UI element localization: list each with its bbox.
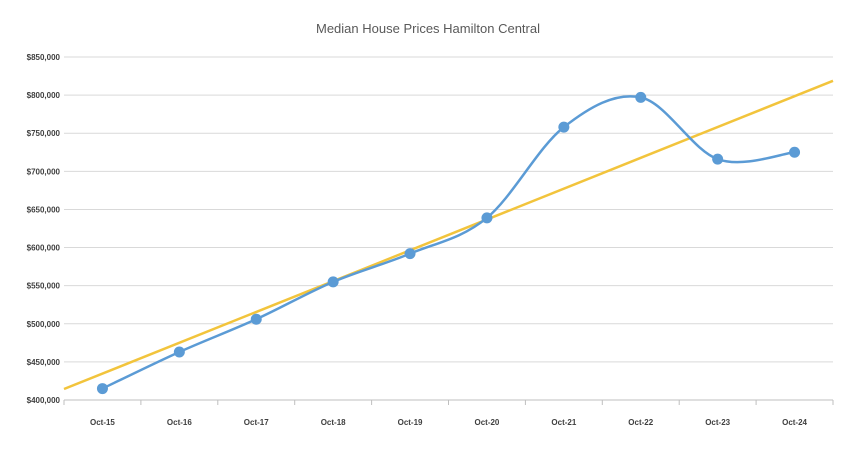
y-tick-label: $800,000 [27,91,61,100]
x-tick-label: Oct-19 [398,418,423,427]
data-point [404,248,416,260]
x-tick-label: Oct-15 [90,418,115,427]
data-point [635,91,647,103]
y-tick-label: $400,000 [27,396,61,405]
x-tick-label: Oct-16 [167,418,192,427]
data-point [789,146,801,158]
y-tick-label: $550,000 [27,282,61,291]
y-tick-label: $700,000 [27,167,61,176]
data-point [173,346,185,358]
x-tick-label: Oct-17 [244,418,269,427]
y-tick-label: $750,000 [27,129,61,138]
data-point [327,276,339,288]
trendline [63,79,834,391]
data-point [712,153,724,165]
x-tick-label: Oct-18 [321,418,346,427]
y-tick-label: $450,000 [27,358,61,367]
y-tick-label: $650,000 [27,205,61,214]
data-point [250,313,262,325]
x-tick-label: Oct-21 [551,418,576,427]
series-line [101,95,795,390]
y-tick-label: $600,000 [27,244,61,253]
chart-title: Median House Prices Hamilton Central [316,21,540,36]
data-point [558,121,570,133]
y-tick-label: $500,000 [27,320,61,329]
y-tick-label: $850,000 [27,53,61,62]
x-tick-label: Oct-24 [782,418,807,427]
x-tick-label: Oct-20 [474,418,499,427]
data-point [96,383,108,395]
data-point [481,212,493,224]
x-tick-label: Oct-22 [628,418,653,427]
x-tick-label: Oct-23 [705,418,730,427]
